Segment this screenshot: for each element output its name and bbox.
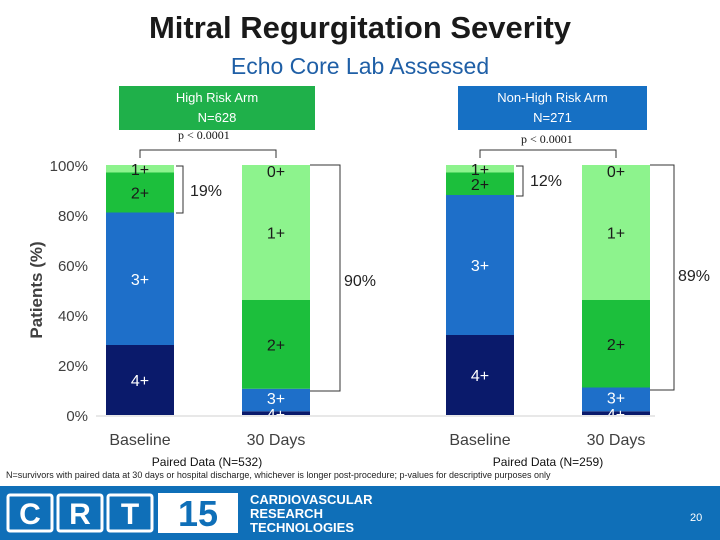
group-label: Paired Data (N=532) (152, 455, 262, 469)
mr-severity-chart: 0%20%40%60%80%100%Patients (%)4+3+2+1+Ba… (27, 149, 710, 469)
bar-segment (242, 388, 310, 412)
annotation-label: 12% (530, 173, 562, 190)
logo-letter-c: C (19, 498, 41, 531)
bar-segment (582, 165, 650, 300)
high-risk-arm-box: High Risk Arm N=628 (119, 86, 315, 130)
bar-segment (446, 165, 514, 173)
annotation-bracket (516, 165, 524, 197)
segment-label: 2+ (131, 186, 149, 203)
group-label: Paired Data (N=259) (493, 455, 603, 469)
annotation-label: 90% (344, 273, 376, 290)
y-tick-label: 0% (66, 408, 88, 425)
bar-segment (106, 165, 174, 173)
annotation-label: 89% (678, 268, 710, 285)
y-tick-label: 40% (58, 308, 88, 325)
non-high-risk-p-value: p < 0.0001 (521, 132, 573, 146)
bar-segment (582, 411, 650, 415)
segment-label: 2+ (607, 337, 625, 354)
segment-label: 4+ (471, 368, 489, 385)
segment-label: 3+ (131, 272, 149, 289)
segment-label: 1+ (131, 162, 149, 179)
logo-letter-r: R (69, 498, 91, 531)
arm-name: Non-High Risk Arm (497, 90, 608, 105)
x-category-label: 30 Days (587, 432, 646, 449)
y-tick-label: 60% (58, 258, 88, 275)
footnote: N=survivors with paired data at 30 days … (6, 470, 551, 480)
x-category-label: Baseline (449, 432, 510, 449)
bar-segment (106, 345, 174, 415)
segment-label: 1+ (267, 226, 285, 243)
org-line: TECHNOLOGIES (250, 520, 355, 535)
annotation-bracket (650, 164, 675, 391)
y-tick-label: 80% (58, 208, 88, 225)
high-risk-p-value: p < 0.0001 (178, 128, 230, 142)
bar-segment (446, 172, 514, 195)
segment-label: 2+ (471, 177, 489, 194)
bar-segment (106, 172, 174, 213)
annotation-bracket (176, 165, 184, 214)
y-tick-label: 20% (58, 358, 88, 375)
segment-label: 0+ (267, 164, 285, 181)
segment-label: 1+ (471, 162, 489, 179)
logo-letter-t: T (121, 498, 139, 531)
segment-label: 4+ (131, 373, 149, 390)
arm-n: N=271 (533, 110, 572, 125)
y-tick-label: 100% (50, 158, 88, 175)
segment-label: 0+ (607, 164, 625, 181)
bar-segment (242, 300, 310, 389)
page-number: 20 (690, 512, 703, 524)
x-category-label: 30 Days (247, 432, 306, 449)
bar-segment (106, 212, 174, 345)
segment-label: 1+ (607, 226, 625, 243)
arm-n: N=628 (197, 110, 237, 125)
arm-name: High Risk Arm (175, 90, 259, 105)
org-line: RESEARCH (250, 506, 323, 521)
segment-label: 3+ (607, 390, 625, 407)
slide-title: Mitral Regurgitation Severity (148, 10, 572, 45)
p-bracket (139, 149, 277, 158)
crt15-logo-icon: C R T 15 (6, 493, 238, 534)
annotation-bracket (310, 164, 341, 392)
bar-segment (582, 387, 650, 412)
slide-subtitle: Echo Core Lab Assessed (230, 53, 490, 79)
crt-org-name: CARDIOVASCULAR RESEARCH TECHNOLOGIES (250, 493, 373, 535)
segment-label: 3+ (471, 258, 489, 275)
bar-segment (242, 165, 310, 300)
non-high-risk-arm-box: Non-High Risk Arm N=271 (458, 86, 647, 130)
p-bracket (479, 149, 617, 158)
bar-segment (242, 411, 310, 415)
segment-label: 2+ (267, 337, 285, 354)
y-axis-label: Patients (%) (27, 241, 46, 338)
bar-segment (582, 300, 650, 388)
x-category-label: Baseline (109, 432, 170, 449)
bar-segment (446, 195, 514, 335)
logo-number: 15 (178, 493, 218, 534)
bar-segment (446, 335, 514, 415)
segment-label: 3+ (267, 391, 285, 408)
annotation-label: 19% (190, 183, 222, 200)
org-line: CARDIOVASCULAR (250, 492, 373, 507)
